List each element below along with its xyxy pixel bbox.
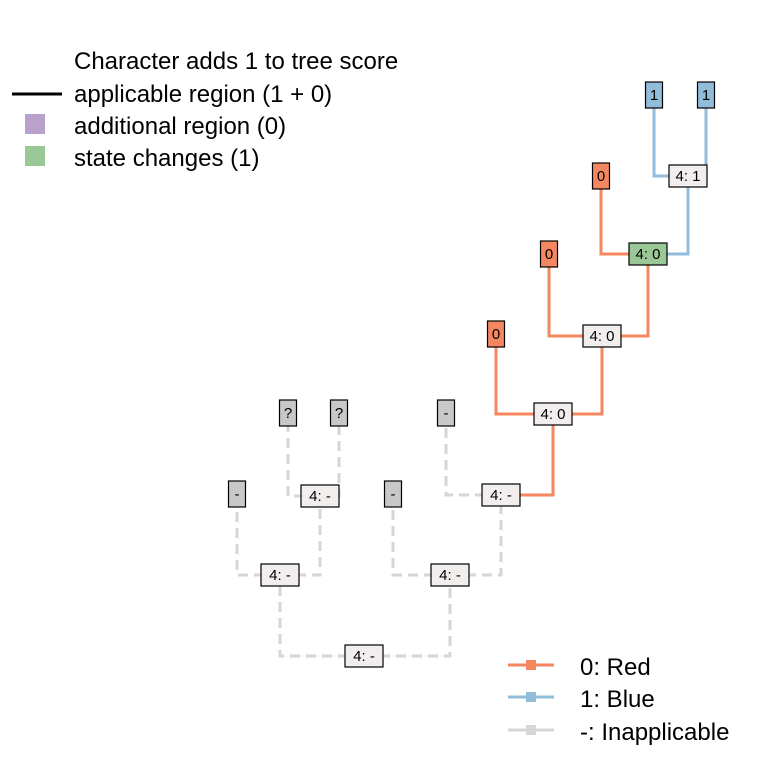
top-legend: Character adds 1 to tree score applicabl… bbox=[12, 48, 398, 172]
nodes-layer: -? ? - - 0 0 0 1 1 4: - 4: - 4: - 4: - 4: - 4: 0 4: 0 4:… bbox=[227, 81, 716, 668]
internal-node-box bbox=[582, 324, 622, 348]
internal-node: 4: - bbox=[300, 484, 340, 508]
tip-node: - bbox=[436, 399, 456, 427]
internal-node-box bbox=[300, 484, 340, 508]
tree-edge bbox=[553, 336, 604, 416]
internal-node-label: 4: 0 bbox=[540, 406, 565, 423]
legend-additional-label: additional region (0) bbox=[74, 113, 286, 140]
internal-node: 4: 0 bbox=[533, 402, 573, 426]
tip-node-label: - bbox=[391, 486, 396, 503]
internal-node-label: 4: - bbox=[490, 487, 512, 504]
tip-node: 1 bbox=[696, 81, 716, 109]
tip-node: 0 bbox=[486, 320, 506, 348]
internal-node: 4: - bbox=[344, 644, 384, 668]
internal-node-label: 4: - bbox=[439, 567, 461, 584]
tree-edge bbox=[286, 413, 320, 498]
internal-node-label: 4: - bbox=[309, 488, 331, 505]
internal-node: 4: - bbox=[481, 483, 521, 507]
tip-node-label: - bbox=[444, 405, 449, 422]
tip-node-label: 1 bbox=[650, 87, 658, 104]
tree-edge bbox=[602, 254, 650, 338]
internal-node-box bbox=[260, 563, 300, 587]
state-legend-red-label: 0: Red bbox=[580, 654, 651, 681]
legend-additional-swatch bbox=[25, 114, 45, 134]
tip-node-label: ? bbox=[284, 405, 292, 422]
legend-state-change-swatch bbox=[25, 146, 45, 166]
tip-node-label: ? bbox=[335, 405, 343, 422]
tip-node-box bbox=[383, 480, 403, 508]
tree-edge bbox=[501, 414, 555, 497]
legend-title: Character adds 1 to tree score bbox=[74, 48, 398, 75]
tree-edge bbox=[364, 575, 452, 658]
tree-edge bbox=[235, 494, 280, 577]
tip-node: - bbox=[383, 480, 403, 508]
tip-node: ? bbox=[329, 399, 349, 427]
internal-node: 4: 0 bbox=[582, 324, 622, 348]
state-legend-red-marker bbox=[526, 660, 536, 670]
tip-node: - bbox=[227, 480, 247, 508]
legend-applicable-label: applicable region (1 + 0) bbox=[74, 81, 332, 108]
internal-node-box bbox=[481, 483, 521, 507]
tip-node: 0 bbox=[591, 162, 611, 190]
internal-node-label: 4: - bbox=[353, 648, 375, 665]
internal-node-label: 4: - bbox=[269, 567, 291, 584]
tip-node: 1 bbox=[644, 81, 664, 109]
tip-node-box bbox=[539, 240, 559, 268]
tree-edge bbox=[450, 495, 503, 577]
internal-node: 4: - bbox=[430, 563, 470, 587]
internal-node-box bbox=[344, 644, 384, 668]
tip-node-box bbox=[591, 162, 611, 190]
tip-node-label: - bbox=[235, 486, 240, 503]
tip-node-label: 0 bbox=[492, 326, 500, 343]
tip-node: 0 bbox=[539, 240, 559, 268]
tip-node-box bbox=[329, 399, 349, 427]
legend-state-change-label: state changes (1) bbox=[74, 145, 259, 172]
state-legend-inapplicable-marker bbox=[526, 725, 536, 735]
tip-node-box bbox=[486, 320, 506, 348]
tip-node-box bbox=[278, 399, 298, 427]
internal-node: 4: 1 bbox=[668, 164, 708, 188]
internal-node-label: 4: 1 bbox=[675, 168, 700, 185]
internal-node-label: 4: 0 bbox=[635, 246, 660, 263]
tree-edge bbox=[278, 575, 364, 658]
state-legend-inapplicable-label: -: Inapplicable bbox=[580, 719, 729, 746]
tip-node-box bbox=[696, 81, 716, 109]
state-legend-blue-marker bbox=[526, 692, 536, 702]
tip-node-box bbox=[227, 480, 247, 508]
state-legend: 0: Red 1: Blue -: Inapplicable bbox=[508, 654, 729, 746]
edges-layer bbox=[235, 95, 708, 658]
tip-node: ? bbox=[278, 399, 298, 427]
tip-node-box bbox=[436, 399, 456, 427]
tip-node-box bbox=[644, 81, 664, 109]
state-legend-blue-label: 1: Blue bbox=[580, 686, 655, 713]
internal-node: 4: 0 bbox=[628, 242, 668, 266]
internal-node-box bbox=[430, 563, 470, 587]
tree-edge bbox=[648, 176, 690, 256]
tip-node-label: 1 bbox=[702, 87, 710, 104]
internal-node-box bbox=[628, 242, 668, 266]
internal-node-label: 4: 0 bbox=[589, 328, 614, 345]
tip-node-label: 0 bbox=[545, 246, 553, 263]
tip-node-label: 0 bbox=[597, 168, 605, 185]
tree-edge bbox=[280, 496, 322, 577]
internal-node-box bbox=[668, 164, 708, 188]
internal-node-box bbox=[533, 402, 573, 426]
internal-node: 4: - bbox=[260, 563, 300, 587]
